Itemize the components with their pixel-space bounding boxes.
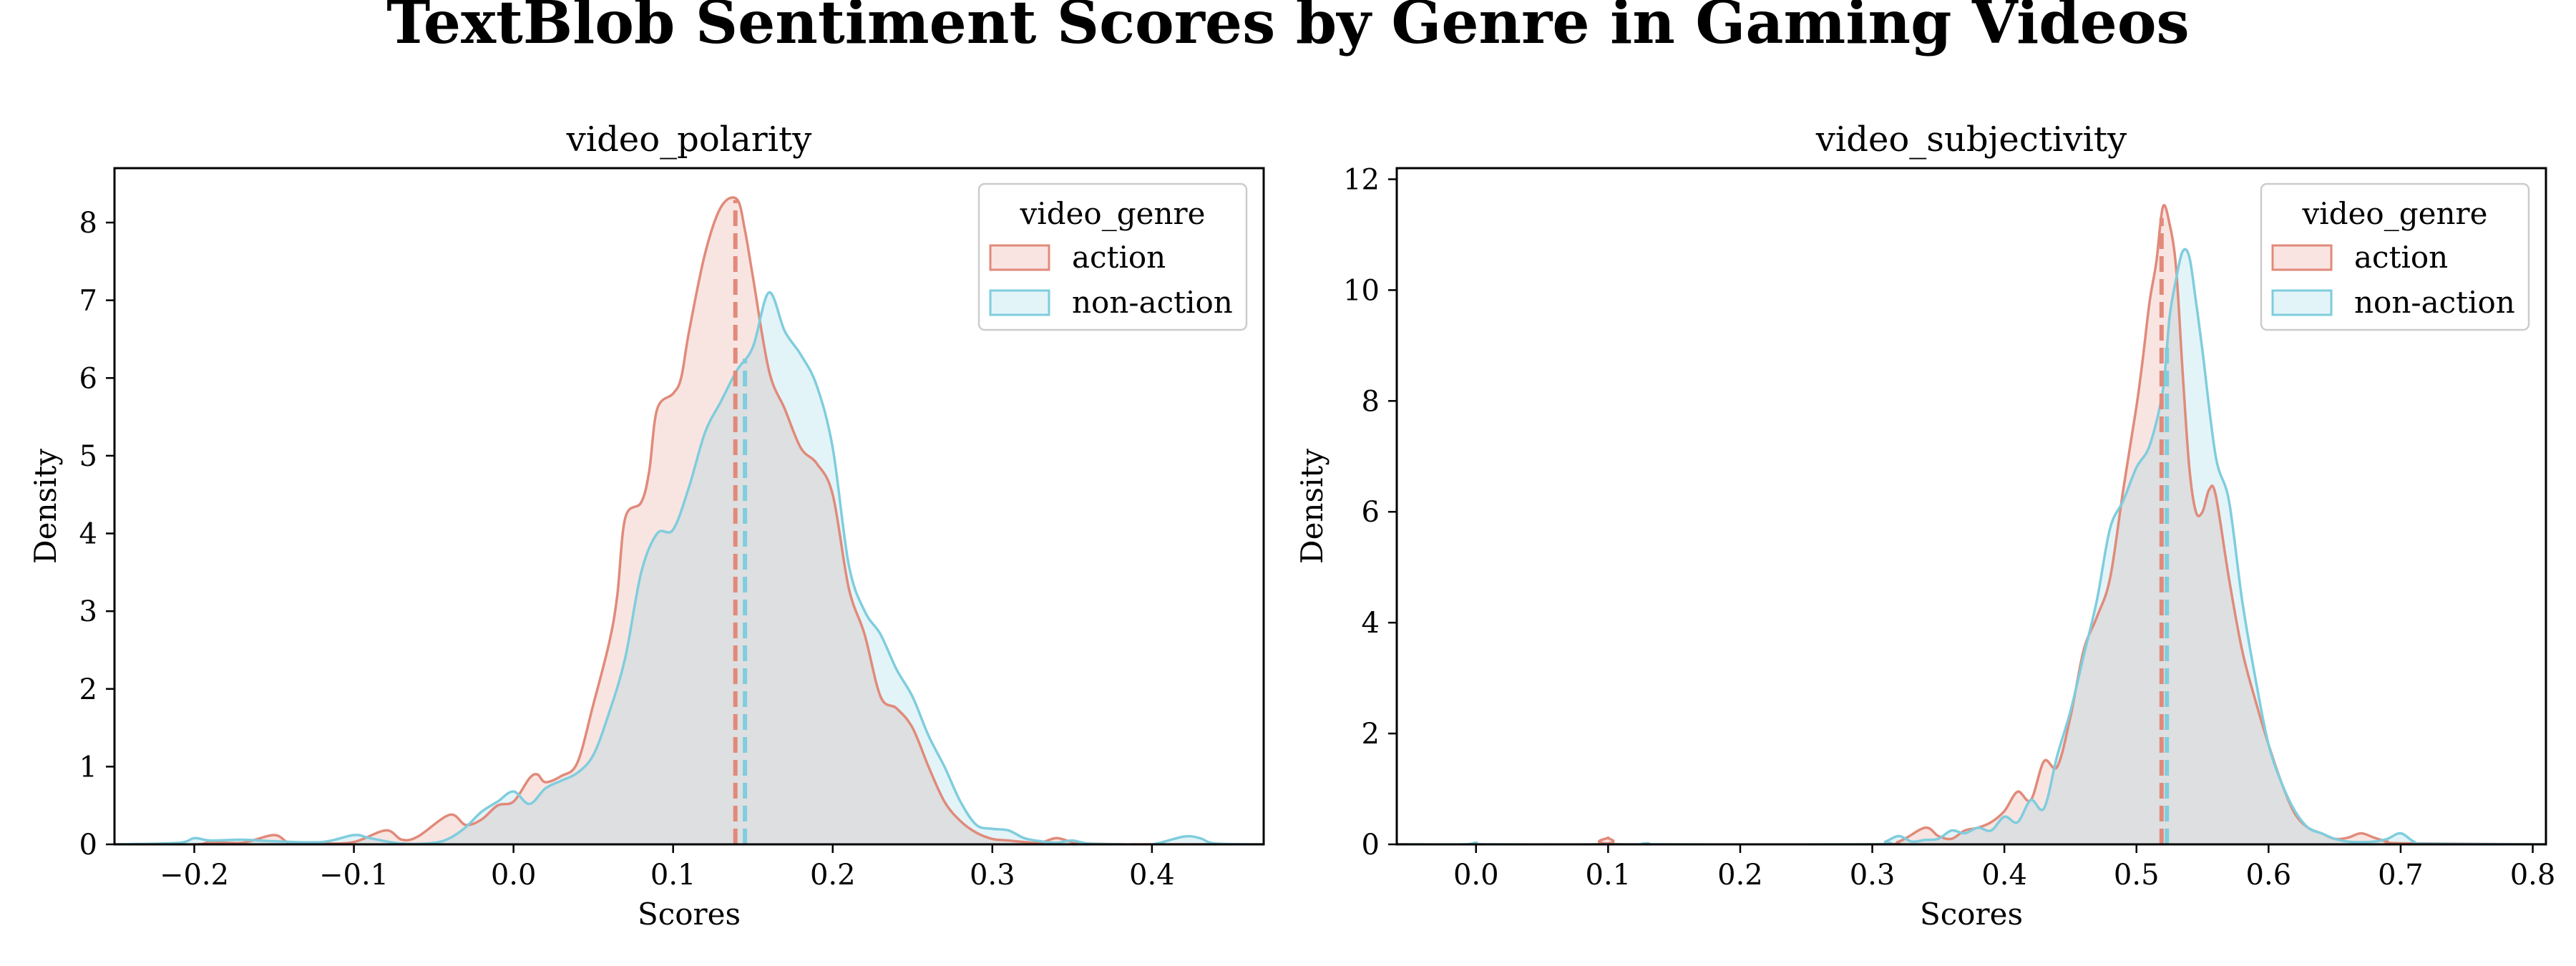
polarity-xtick-label: 0.2 bbox=[810, 859, 856, 892]
polarity-ytick-label: 6 bbox=[79, 362, 97, 395]
subjectivity-xtick-label: 0.6 bbox=[2246, 859, 2292, 892]
subjectivity-xtick-label: 0.0 bbox=[1453, 859, 1499, 892]
subjectivity-panel: 0.0 0.1 0.2 0.3 0.4 0.5 0.6 0.7 0.8 0 2 4 6 8 10 12 vide… bbox=[1294, 119, 2555, 932]
polarity-ytick-label: 3 bbox=[79, 595, 97, 628]
subjectivity-ytick-label: 10 bbox=[1343, 274, 1380, 307]
subjectivity-ytick-label: 12 bbox=[1343, 163, 1380, 196]
subjectivity-xtick-label: 0.7 bbox=[2378, 859, 2424, 892]
polarity-xlabel: Scores bbox=[638, 897, 741, 932]
subjectivity-ytick-label: 8 bbox=[1362, 385, 1380, 418]
polarity-non-action-area bbox=[114, 292, 1264, 844]
polarity-ylabel: Density bbox=[28, 449, 63, 564]
subjectivity-legend-label-non-action: non-action bbox=[2354, 285, 2515, 320]
subjectivity-axes-frame bbox=[1395, 167, 2547, 846]
subjectivity-legend-label-action: action bbox=[2354, 240, 2448, 275]
polarity-legend-title: video_genre bbox=[1020, 196, 1206, 231]
subjectivity-xtick-label: 0.3 bbox=[1850, 859, 1896, 892]
polarity-legend-label-action: action bbox=[1072, 240, 1166, 275]
polarity-action-area bbox=[114, 197, 1264, 844]
subjectivity-xtick-label: 0.2 bbox=[1717, 859, 1763, 892]
polarity-ytick-label: 8 bbox=[79, 207, 97, 240]
polarity-action-curve bbox=[114, 196, 1264, 844]
subjectivity-xtick-label: 0.1 bbox=[1586, 859, 1631, 892]
subjectivity-legend-title: video_genre bbox=[2302, 196, 2488, 231]
polarity-ytick-label: 0 bbox=[79, 829, 97, 862]
polarity-xtick-label: −0.1 bbox=[319, 859, 389, 892]
polarity-xtick-label: 0.4 bbox=[1129, 859, 1175, 892]
subjectivity-xtick-label: 0.5 bbox=[2114, 859, 2160, 892]
subjectivity-xtick-label: 0.8 bbox=[2510, 859, 2556, 892]
subjectivity-ytick-label: 0 bbox=[1362, 829, 1380, 862]
polarity-ytick-label: 5 bbox=[79, 440, 97, 473]
subjectivity-ytick-label: 4 bbox=[1362, 607, 1380, 640]
polarity-xtick-label: 0.0 bbox=[491, 859, 537, 892]
subjectivity-xtick-label: 0.4 bbox=[1981, 859, 2027, 892]
subjectivity-non-action-curve bbox=[1397, 248, 2546, 844]
polarity-legend-label-non-action: non-action bbox=[1072, 285, 1233, 320]
polarity-xtick-label: −0.2 bbox=[160, 859, 229, 892]
figure-title: TextBlob Sentiment Scores by Genre in Ga… bbox=[386, 0, 2189, 57]
polarity-title: video_polarity bbox=[566, 119, 812, 160]
polarity-legend-swatch-non-action bbox=[989, 289, 1050, 316]
subjectivity-ytick-label: 6 bbox=[1362, 496, 1380, 529]
polarity-ytick-label: 1 bbox=[79, 751, 97, 784]
polarity-axes-frame bbox=[113, 167, 1265, 846]
subjectivity-xlabel: Scores bbox=[1920, 897, 2023, 932]
polarity-legend-swatch-action bbox=[989, 244, 1050, 271]
subjectivity-legend-swatch-non-action bbox=[2271, 289, 2333, 316]
polarity-ytick-label: 2 bbox=[79, 673, 97, 706]
polarity-ytick-label: 7 bbox=[79, 285, 97, 318]
subjectivity-ytick-label: 2 bbox=[1362, 718, 1380, 751]
polarity-xtick-label: 0.1 bbox=[650, 859, 696, 892]
subjectivity-legend-swatch-action bbox=[2271, 244, 2333, 271]
polarity-ytick-label: 4 bbox=[79, 518, 97, 551]
polarity-panel: −0.2 −0.1 0.0 0.1 0.2 0.3 0.4 0 1 2 3 4 5 6 7 8 video_po… bbox=[28, 119, 1265, 932]
subjectivity-title: video_subjectivity bbox=[1815, 119, 2127, 160]
subjectivity-ylabel: Density bbox=[1294, 449, 1330, 564]
subjectivity-non-action-area bbox=[1397, 249, 2546, 844]
polarity-xtick-label: 0.3 bbox=[970, 859, 1015, 892]
